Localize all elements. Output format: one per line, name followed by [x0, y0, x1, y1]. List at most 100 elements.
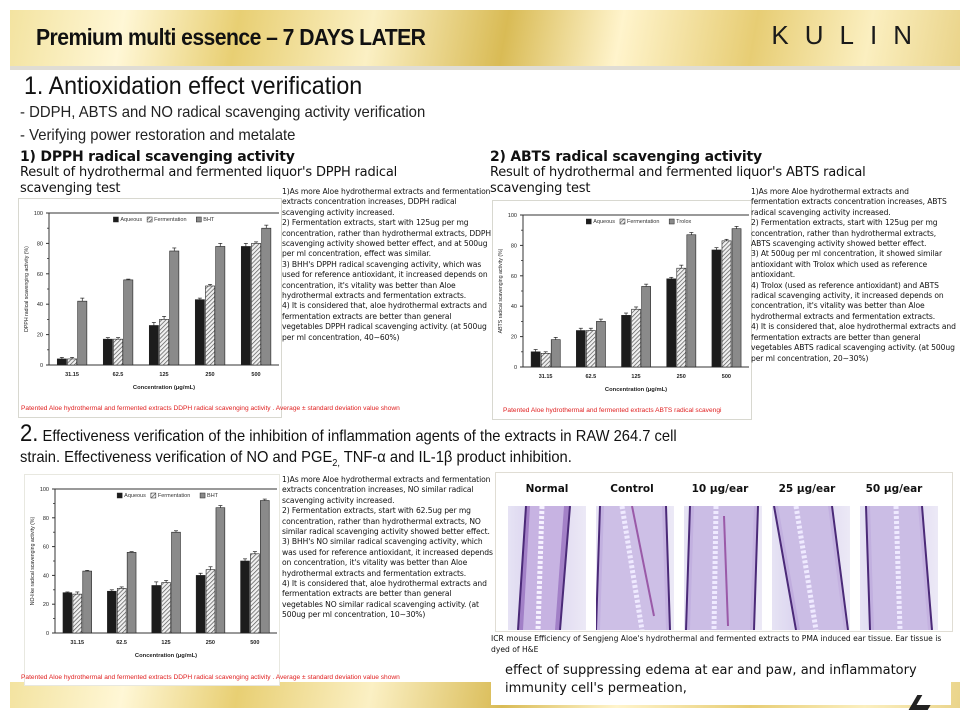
y-tick-label: 80: [43, 516, 49, 522]
legend-label: Fermentation: [154, 217, 186, 223]
bar-fermentation: [676, 267, 687, 368]
bar-trolox: [596, 321, 606, 368]
x-tick-label: 500: [250, 640, 259, 646]
section2-number: 2.: [20, 420, 39, 447]
histology-label: Normal: [525, 483, 569, 495]
dpph-heading: 1) DPPH radical scavenging activity: [20, 149, 295, 165]
abts-chart-frame: 0 20 40 60 80 100 ABTS radical scavenging acti…: [492, 200, 752, 420]
histology-caption: ICR mouse Efficiency of Sengjeng Aloe's …: [491, 634, 942, 654]
bar-trolox: [731, 228, 742, 368]
abts-description: Result of hydrothermal and fermented liq…: [490, 165, 866, 196]
section2-line2a: strain. Effectiveness verification of NO…: [20, 449, 333, 466]
section1-heading: 1. Antioxidation effect verification: [24, 72, 363, 100]
bar-aqueous: [151, 585, 161, 634]
section2-line2b: TNF-α and IL-1β product inhibition.: [339, 449, 572, 466]
section1-bullet: - Verifying power restoration and metala…: [20, 127, 296, 144]
x-axis-label: Concentration (μg/mL): [133, 385, 195, 391]
abts-notes: 1)As more Aloe hydrothermal extracts and…: [751, 187, 956, 363]
histology-label: Control: [610, 483, 654, 495]
y-tick-label: 0: [40, 363, 43, 369]
x-tick-label: 250: [677, 374, 686, 380]
bar-aqueous: [240, 560, 250, 634]
no-caption: Patented Aloe hydrothermal and fermented…: [21, 674, 400, 681]
legend-label: Fermentation: [627, 219, 659, 225]
y-tick-label: 60: [511, 274, 517, 280]
bar-aqueous: [107, 590, 117, 634]
bar-trolox: [686, 234, 697, 368]
header-banner: Premium multi essence – 7 DAYS LATER KUL…: [10, 10, 960, 66]
histology-image-normal: [508, 506, 586, 630]
bar-bht: [126, 552, 137, 634]
legend-label: BHT: [207, 493, 219, 499]
histology-figure: Normal Control 10 μg/ear 25 μg/ear 50 μg…: [495, 472, 953, 632]
abts-heading: 2) ABTS radical scavenging activity: [490, 149, 762, 165]
bar-aqueous: [102, 338, 113, 366]
bar-bht: [260, 500, 270, 634]
bar-aqueous: [530, 351, 541, 368]
y-tick-label: 40: [37, 302, 43, 308]
y-tick-label: 60: [37, 272, 43, 278]
bar-aqueous: [240, 246, 251, 366]
bar-fermentation: [205, 569, 216, 634]
dpph-caption: Patented Aloe hydrothermal and fermented…: [21, 405, 400, 412]
no-chart: 0 20 40 60 80 100 NO-like radical scavenging a…: [30, 487, 277, 659]
histology-image-50ug: [860, 506, 938, 630]
y-axis-label: ABTS radical scavenging activity (%): [498, 248, 504, 333]
y-axis-label: DPPH radical scavenging activity (%): [24, 246, 30, 332]
legend-label: BHT: [203, 217, 215, 223]
x-tick-label: 250: [205, 372, 214, 378]
histology-image-10ug: [684, 506, 762, 630]
x-axis-label: Concentration (μg/mL): [135, 653, 197, 659]
x-tick-label: 500: [722, 374, 731, 380]
brand-logo: KULIN: [771, 20, 928, 50]
legend-label: Trolox: [676, 219, 691, 225]
dpph-description: Result of hydrothermal and fermented liq…: [20, 165, 398, 196]
bar-fermentation: [72, 593, 83, 634]
bar-fermentation: [67, 358, 77, 366]
legend-swatch: [586, 218, 592, 225]
legend-swatch: [668, 218, 675, 225]
bar-aqueous: [56, 358, 67, 366]
abts-chart: 0 20 40 60 80 100 ABTS radical scavenging acti…: [498, 213, 749, 393]
y-tick-label: 40: [43, 573, 49, 579]
bar-fermentation: [721, 240, 732, 368]
section2-heading: 2. Effectiveness verification of the inh…: [20, 420, 677, 448]
y-tick-label: 100: [508, 213, 517, 219]
bar-fermentation: [159, 319, 169, 366]
bar-aqueous: [576, 330, 586, 368]
bar-aqueous: [666, 278, 677, 368]
legend-label: Aqueous: [593, 219, 615, 225]
dpph-chart-frame: 0 20 40 60 80 100 DPPH radical scavenging acti…: [18, 198, 400, 418]
bar-bht: [215, 507, 226, 634]
dpph-chart: 0 20 40 60 80 100 DPPH radical scavenging acti…: [24, 211, 279, 391]
bar-trolox: [550, 339, 561, 368]
x-tick-label: 31.15: [70, 640, 84, 646]
y-tick-label: 80: [37, 241, 43, 247]
x-tick-label: 125: [161, 640, 170, 646]
section2-subscript: 2,: [332, 458, 340, 470]
bar-aqueous: [148, 325, 159, 366]
bar-aqueous: [711, 249, 722, 368]
bar-trolox: [641, 286, 651, 368]
bar-bht: [261, 227, 272, 366]
section1-bullet: - DDPH, ABTS and NO radical scavenging a…: [20, 104, 426, 121]
legend-swatch: [146, 216, 153, 223]
bar-bht: [171, 531, 181, 634]
bar-aqueous: [62, 592, 73, 634]
header-divider: [10, 66, 960, 70]
x-axis-label: Concentration (μg/mL): [605, 387, 667, 393]
x-tick-label: 62.5: [585, 374, 596, 380]
y-tick-label: 100: [34, 211, 43, 217]
legend-label: Aqueous: [120, 217, 142, 223]
y-tick-label: 40: [511, 304, 517, 310]
y-tick-label: 0: [514, 365, 517, 371]
y-tick-label: 20: [511, 335, 517, 341]
x-tick-label: 62.5: [116, 640, 127, 646]
legend-swatch: [196, 216, 202, 223]
abts-caption: Patented Aloe hydrothermal and fermented…: [503, 407, 722, 414]
histology-image-control: [596, 506, 674, 630]
y-tick-label: 20: [37, 333, 43, 339]
bar-bht: [123, 279, 134, 366]
x-tick-label: 250: [206, 640, 215, 646]
x-tick-label: 500: [251, 372, 260, 378]
